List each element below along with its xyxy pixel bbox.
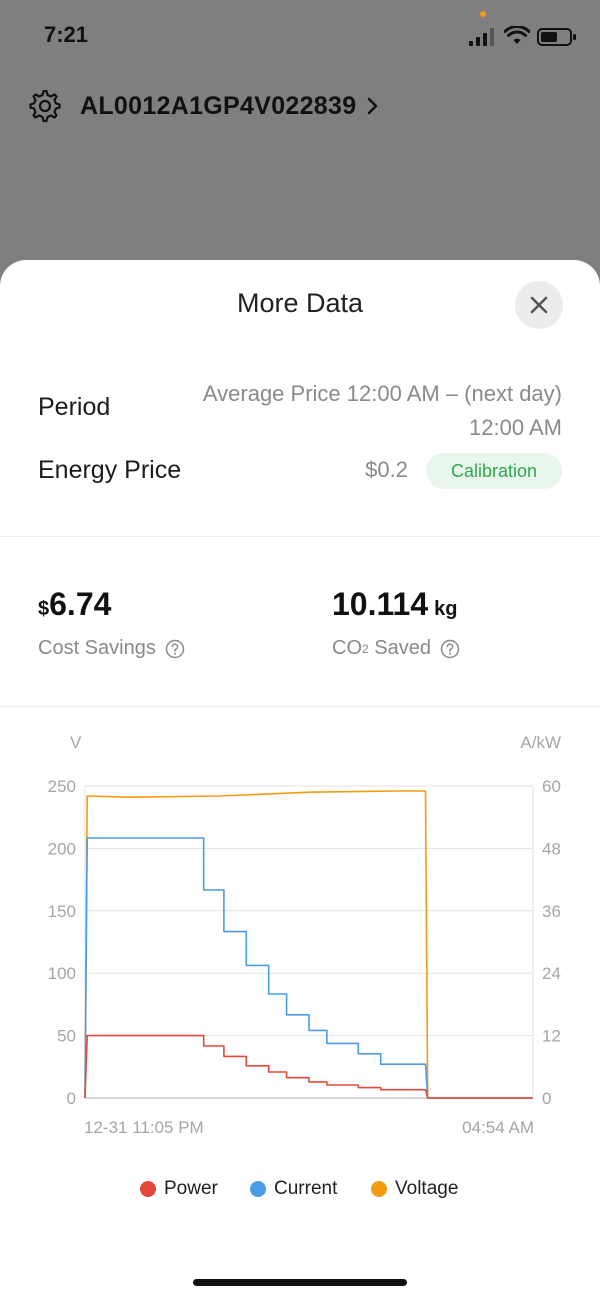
period-label: Period	[38, 393, 111, 421]
chevron-right-icon[interactable]	[366, 96, 380, 116]
help-icon[interactable]	[440, 639, 460, 659]
x-tick-label-start: 12-31 11:05 PM	[84, 1118, 204, 1137]
y-right-tick-label: 0	[542, 1089, 551, 1108]
co2-unit: kg	[434, 598, 458, 620]
legend-label-voltage: Voltage	[395, 1178, 459, 1199]
x-tick-label-end: 04:54 AM	[462, 1118, 534, 1137]
series-line-current	[84, 837, 533, 1099]
help-icon[interactable]	[165, 639, 185, 659]
close-icon[interactable]	[529, 295, 549, 315]
cellular-signal-icon	[469, 28, 494, 46]
legend-label-power: Power	[164, 1178, 218, 1199]
co2-saved-number: 10.114	[332, 586, 429, 622]
y-right-tick-label: 36	[542, 902, 561, 921]
y-left-tick-label: 50	[57, 1027, 76, 1046]
period-value: Average Price 12:00 AM – (next day) 12:0…	[122, 377, 562, 445]
period-value-line2: 12:00 AM	[469, 415, 562, 440]
energy-price-label: Energy Price	[38, 456, 182, 484]
device-id[interactable]: AL0012A1GP4V022839	[80, 91, 357, 120]
calibration-button[interactable]: Calibration	[426, 453, 562, 489]
co2-saved-label-row: CO 2 Saved	[332, 637, 460, 660]
y-right-tick-label: 24	[542, 964, 561, 983]
y-left-axis-label: V	[70, 733, 82, 752]
power-current-voltage-chart: V A/kW 250 60 200 48 150 36 100 24 50 12 0 0 12-31 11:…	[48, 733, 561, 1137]
y-left-tick-label: 200	[48, 839, 76, 858]
more-data-sheet: More Data Period Average Price 12:00 AM …	[0, 260, 600, 1300]
y-left-tick-label: 150	[48, 902, 76, 921]
device-header[interactable]: AL0012A1GP4V022839	[28, 88, 380, 124]
y-right-tick-label: 48	[542, 839, 561, 858]
currency-symbol: $	[38, 598, 50, 620]
status-bar: 7:21	[0, 0, 600, 70]
privacy-indicator-dot	[480, 11, 486, 17]
y-right-axis-label: A/kW	[520, 733, 561, 752]
y-right-tick-label: 12	[542, 1027, 561, 1046]
legend-item-voltage[interactable]: Voltage	[371, 1178, 458, 1200]
y-left-tick-label: 250	[48, 777, 76, 796]
co2-label-prefix: CO	[332, 637, 362, 659]
co2-label-suffix: Saved	[368, 637, 431, 659]
legend-dot-current	[250, 1181, 266, 1197]
cost-savings-label-row: Cost Savings	[38, 637, 185, 660]
period-value-line1: Average Price 12:00 AM – (next day)	[202, 381, 562, 406]
close-button[interactable]	[515, 281, 563, 329]
legend-dot-power	[140, 1181, 156, 1197]
y-left-tick-label: 0	[67, 1089, 76, 1108]
y-left-tick-label: 100	[48, 964, 76, 983]
cost-savings-value: $ 6.74	[38, 586, 111, 623]
series-line-voltage	[84, 790, 533, 1099]
divider	[0, 536, 600, 537]
sheet-title: More Data	[236, 288, 364, 318]
legend-item-power[interactable]: Power	[140, 1178, 218, 1200]
gear-icon[interactable]	[28, 89, 62, 123]
status-time: 7:21	[44, 22, 89, 47]
wifi-icon	[504, 26, 530, 44]
legend-item-current[interactable]: Current	[250, 1178, 337, 1200]
series-line-power	[84, 1034, 533, 1099]
battery-icon	[537, 28, 576, 46]
home-indicator	[193, 1279, 407, 1286]
legend-dot-voltage	[371, 1181, 387, 1197]
cost-savings-label: Cost Savings	[38, 637, 156, 659]
divider	[0, 706, 600, 707]
co2-label-sub: 2	[362, 641, 369, 656]
y-right-tick-label: 60	[542, 777, 561, 796]
co2-saved-value: 10.114 kg	[332, 586, 457, 623]
cost-savings-number: 6.74	[49, 586, 112, 622]
legend-label-current: Current	[274, 1178, 338, 1199]
energy-price-value: $0.2	[365, 457, 408, 482]
